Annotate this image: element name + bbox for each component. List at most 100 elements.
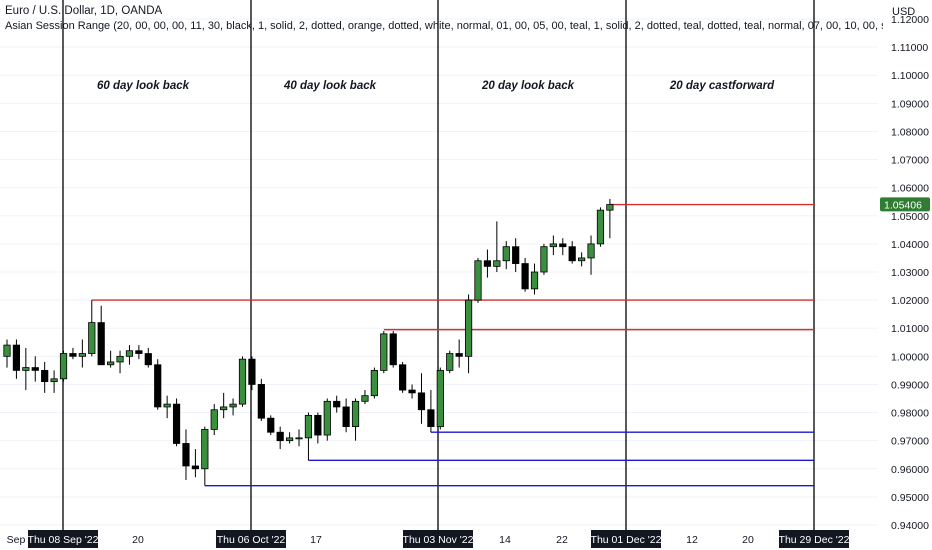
candle-body-up [210, 409, 218, 430]
candle[interactable] [370, 367, 378, 399]
candle[interactable] [399, 361, 407, 393]
candle-body-down [69, 353, 77, 357]
candle-body-down [182, 443, 190, 467]
candle-body-down [12, 344, 21, 371]
candle[interactable] [351, 398, 360, 441]
candle[interactable] [107, 350, 115, 368]
candle[interactable] [446, 350, 454, 374]
candle-body-up [238, 358, 247, 405]
candle[interactable] [182, 429, 190, 481]
candle[interactable] [97, 305, 105, 366]
candle[interactable] [502, 241, 510, 270]
candle[interactable] [493, 221, 501, 272]
candle[interactable] [210, 404, 218, 436]
candle[interactable] [191, 449, 199, 478]
candle[interactable] [135, 345, 143, 360]
candle-body-up [446, 353, 454, 371]
candle[interactable] [427, 390, 435, 433]
candle-body-down [257, 384, 265, 419]
candle[interactable] [530, 263, 539, 295]
candle[interactable] [295, 429, 303, 447]
candle[interactable] [267, 415, 275, 436]
candle[interactable] [285, 432, 294, 444]
candle[interactable] [323, 398, 331, 441]
candle[interactable] [333, 395, 341, 413]
price-tick-label: 0.98000 [891, 408, 929, 420]
candle[interactable] [276, 426, 284, 450]
candle[interactable] [59, 350, 68, 382]
period-annotation: 60 day look back [97, 80, 190, 92]
candle[interactable] [568, 241, 576, 264]
candle[interactable] [483, 249, 492, 278]
candle[interactable] [549, 235, 557, 256]
candle[interactable] [474, 257, 482, 303]
candle[interactable] [304, 412, 313, 461]
range-levels [91, 203, 814, 487]
price-tick-label: 1.05000 [891, 211, 929, 223]
last-price-label: 1.05406 [884, 199, 922, 211]
candle[interactable] [220, 392, 228, 419]
candle[interactable] [408, 384, 416, 399]
candle[interactable] [88, 300, 96, 357]
candle[interactable] [125, 345, 134, 365]
candle-body-down [568, 246, 576, 262]
candle[interactable] [314, 412, 322, 444]
candle[interactable] [78, 339, 86, 368]
candle[interactable] [540, 243, 548, 275]
candle[interactable] [163, 395, 171, 419]
candle[interactable] [464, 294, 473, 374]
candle[interactable] [436, 367, 444, 430]
candle-body-down [267, 417, 275, 433]
candle-body-up [596, 209, 605, 245]
price-axis[interactable]: 1.12000 1.11000 1.10000 1.09000 1.08000 1.070… [878, 0, 932, 550]
candle[interactable] [3, 339, 11, 368]
candle[interactable] [22, 347, 30, 391]
candle-body-down [276, 431, 284, 442]
time-tick-label: 14 [499, 534, 511, 546]
candle-body-down [408, 389, 416, 394]
time-tick-label: Sep [7, 534, 26, 546]
candle-body-up [606, 204, 614, 211]
candle-body-up [295, 437, 303, 440]
candle[interactable] [559, 238, 567, 256]
candle[interactable] [248, 356, 256, 391]
candle-body-up [229, 403, 237, 408]
candle[interactable] [144, 347, 152, 368]
candle[interactable] [41, 361, 49, 393]
candle-body-up [530, 271, 539, 290]
candle[interactable] [512, 238, 520, 272]
candle[interactable] [455, 339, 463, 368]
candle[interactable] [172, 398, 181, 447]
candle[interactable] [417, 373, 426, 424]
candle[interactable] [606, 198, 614, 239]
candle[interactable] [389, 331, 397, 368]
candle[interactable] [31, 356, 39, 382]
candle-body-up [220, 406, 228, 411]
candle[interactable] [342, 398, 350, 433]
candle-body-up [361, 395, 369, 402]
candle[interactable] [116, 350, 124, 374]
candle[interactable] [201, 426, 209, 486]
candle[interactable] [380, 331, 388, 374]
price-tick-label: 1.00000 [891, 351, 929, 363]
candle[interactable] [596, 207, 605, 247]
candle[interactable] [257, 378, 265, 421]
time-axis[interactable]: Sep Thu 08 Sep '22 20 Thu 06 Oct '22 17 Thu 0… [0, 530, 878, 550]
candle[interactable] [238, 356, 247, 407]
time-marker-label: Thu 01 Dec '22 [591, 534, 662, 546]
candle-body-down [31, 367, 39, 371]
candle[interactable] [50, 370, 58, 393]
price-tick-label: 1.04000 [891, 239, 929, 251]
candles[interactable] [3, 198, 614, 486]
candle[interactable] [12, 339, 21, 379]
candle[interactable] [229, 398, 237, 416]
candle[interactable] [578, 252, 586, 267]
candle[interactable] [521, 257, 529, 292]
candle[interactable] [361, 390, 369, 405]
candle-body-up [285, 437, 294, 442]
candle[interactable] [587, 235, 595, 275]
candle[interactable] [69, 347, 77, 360]
indicator-legend[interactable]: Asian Session Range (20, 00, 00, 00, 11,… [5, 20, 883, 32]
candle[interactable] [154, 359, 162, 410]
